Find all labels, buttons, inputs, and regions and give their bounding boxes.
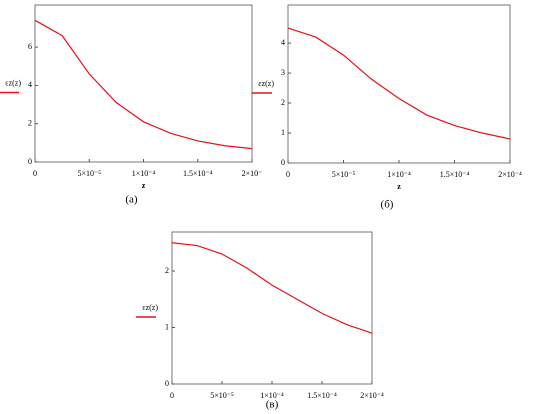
- x-tick-label: 2×10⁻⁴: [360, 391, 384, 400]
- y-axis-label: εz(z): [142, 303, 158, 312]
- y-tick-label: 2: [165, 266, 169, 275]
- y-tick-label: 2: [28, 119, 32, 128]
- x-tick-label: 0: [286, 170, 290, 179]
- caption: (а): [125, 194, 138, 206]
- plot-frame: [34, 4, 253, 163]
- y-tick-label: 4: [28, 80, 32, 89]
- caption: (в): [266, 399, 279, 411]
- plot-frame: [171, 231, 373, 385]
- y-tick-label: 1: [165, 322, 169, 331]
- plot-frame: [287, 4, 511, 164]
- x-tick-label: 1.5×10⁻⁴: [183, 169, 213, 178]
- y-tick-label: 3: [281, 68, 285, 77]
- x-tick-label: 5×10⁻⁵: [77, 169, 101, 178]
- y-axis-label: εz(z): [5, 78, 21, 87]
- x-tick-label: 2×10⁻: [242, 169, 263, 178]
- y-tick-label: 4: [281, 38, 285, 47]
- x-tick-label: 1×10⁻⁴: [260, 391, 284, 400]
- line: [287, 27, 511, 140]
- line: [171, 242, 373, 334]
- y-tick-label: 0: [28, 157, 32, 166]
- y-tick-label: 0: [165, 379, 169, 388]
- x-tick-label: 0: [170, 391, 174, 400]
- x-axis-label: z: [397, 182, 401, 191]
- x-tick-label: 1×10⁻⁴: [132, 169, 156, 178]
- caption: (б): [381, 199, 394, 211]
- y-tick-label: 2: [281, 98, 285, 107]
- x-tick-label: 5×10⁻⁵: [210, 391, 234, 400]
- y-tick-label: 1: [281, 128, 285, 137]
- y-axis-label: εz(z): [258, 79, 274, 88]
- y-tick-label: 6: [28, 42, 32, 51]
- x-tick-label: 1.5×10⁻⁴: [307, 391, 337, 400]
- x-tick-label: 1×10⁻⁴: [387, 170, 411, 179]
- x-tick-label: 0: [33, 169, 37, 178]
- x-tick-label: 5×10⁻⁵: [332, 170, 356, 179]
- line: [34, 19, 253, 150]
- x-tick-label: 2×10⁻⁴: [498, 170, 522, 179]
- x-tick-label: 1.5×10⁻⁴: [440, 170, 470, 179]
- y-tick-label: 0: [281, 158, 285, 167]
- x-axis-label: z: [142, 181, 146, 190]
